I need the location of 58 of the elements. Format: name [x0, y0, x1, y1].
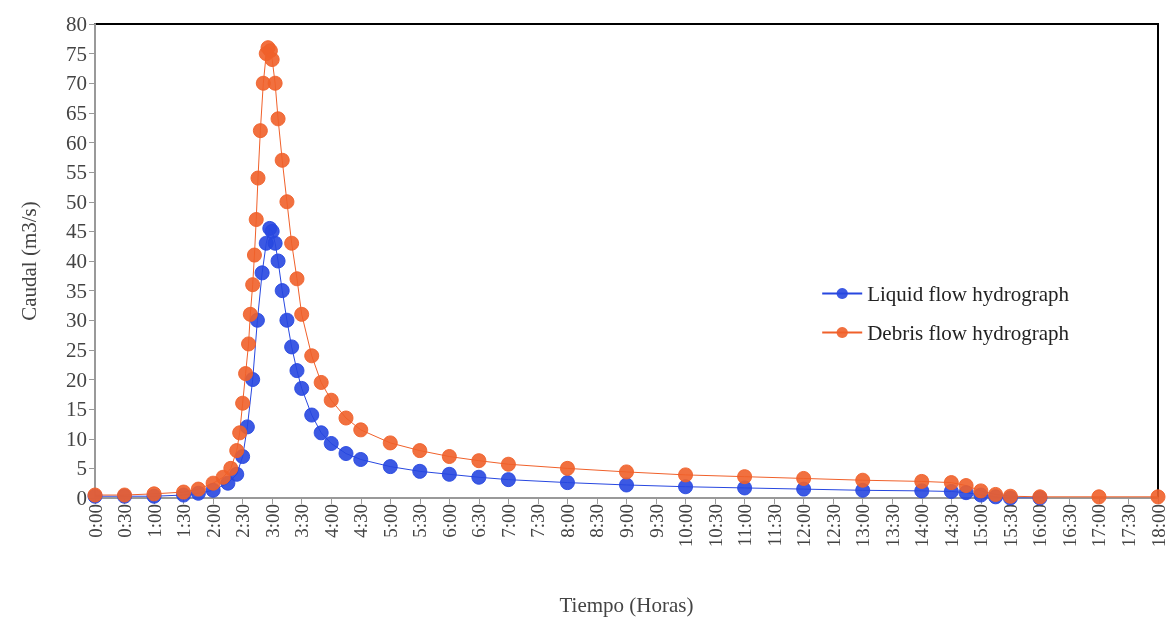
y-tick-label: 15 [66, 397, 87, 422]
x-tick-label: 7:00 [497, 504, 519, 538]
x-tick-label: 15:00 [970, 504, 992, 548]
y-tick-label: 30 [66, 308, 87, 333]
y-tick-label: 80 [66, 12, 87, 36]
x-tick-label: 4:00 [320, 504, 342, 538]
x-tick-label: 0:00 [84, 504, 106, 538]
x-tick-label: 11:30 [763, 504, 785, 547]
y-tick-label: 45 [66, 219, 87, 244]
y-axis-title: Caudal (m3/s) [16, 201, 41, 321]
x-tick-label: 11:00 [734, 504, 756, 547]
x-tick-label: 18:00 [1147, 504, 1169, 548]
y-tick-label: 25 [66, 337, 87, 362]
y-tick-label: 10 [66, 426, 87, 451]
x-tick-label: 5:30 [409, 504, 431, 538]
y-tick-label: 35 [66, 278, 87, 303]
y-tick-label: 75 [66, 41, 87, 66]
x-tick-label: 14:00 [911, 504, 933, 548]
y-tick-label: 60 [66, 130, 87, 155]
x-tick-label: 17:00 [1088, 504, 1110, 548]
x-tick-label: 17:30 [1117, 504, 1139, 548]
x-tick-label: 9:30 [645, 504, 667, 538]
x-tick-label: 13:00 [852, 504, 874, 548]
x-tick-label: 0:30 [114, 504, 136, 538]
x-tick-label: 15:30 [999, 504, 1021, 548]
x-tick-label: 1:30 [173, 504, 195, 538]
x-tick-label: 10:30 [704, 504, 726, 548]
x-tick-label: 1:00 [143, 504, 165, 538]
y-tick-label: 5 [76, 456, 87, 481]
y-tick-label: 65 [66, 100, 87, 125]
x-tick-label: 10:00 [675, 504, 697, 548]
y-tick-label: 20 [66, 367, 87, 392]
x-tick-label: 14:30 [940, 504, 962, 548]
x-axis-title: Tiempo (Horas) [559, 592, 694, 617]
x-tick-label: 12:00 [793, 504, 815, 548]
x-tick-label: 16:30 [1058, 504, 1080, 548]
x-tick-label: 7:30 [527, 504, 549, 538]
y-tick-label: 40 [66, 249, 87, 273]
legend-label: Liquid flow hydrograph [867, 281, 1070, 306]
y-tick-label: 55 [66, 160, 87, 185]
legend-label: Debris flow hydrograph [867, 320, 1070, 345]
x-tick-label: 3:30 [291, 504, 313, 538]
x-tick-label: 12:30 [822, 504, 844, 548]
x-tick-label: 2:30 [232, 504, 254, 538]
x-tick-label: 5:00 [379, 504, 401, 538]
x-tick-label: 3:00 [261, 504, 283, 538]
y-tick-label: 50 [66, 189, 87, 214]
y-tick-label: 0 [76, 486, 87, 510]
x-tick-label: 6:30 [468, 504, 490, 538]
x-tick-label: 13:30 [881, 504, 903, 548]
x-tick-label: 9:00 [616, 504, 637, 538]
x-tick-label: 2:00 [202, 504, 224, 538]
x-tick-label: 8:00 [556, 504, 578, 538]
x-tick-label: 8:30 [586, 504, 608, 538]
x-tick-label: 16:00 [1029, 504, 1051, 548]
x-tick-label: 4:30 [350, 504, 372, 538]
y-tick-label: 70 [66, 71, 87, 96]
x-tick-label: 6:00 [438, 504, 460, 538]
